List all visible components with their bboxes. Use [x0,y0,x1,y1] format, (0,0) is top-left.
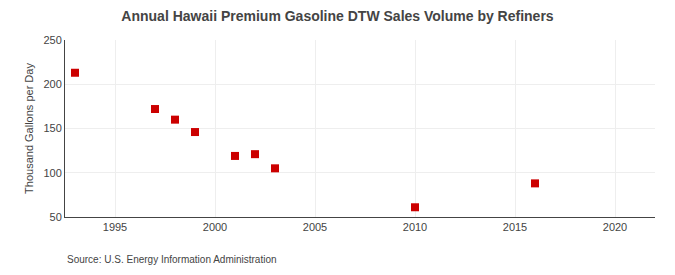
svg-text:2015: 2015 [503,221,527,233]
svg-text:1995: 1995 [103,221,127,233]
svg-text:2020: 2020 [603,221,627,233]
svg-text:2005: 2005 [303,221,327,233]
svg-text:2010: 2010 [403,221,427,233]
svg-text:Annual Hawaii Premium Gasoline: Annual Hawaii Premium Gasoline DTW Sales… [121,8,554,24]
svg-text:Source: U.S. Energy Informatio: Source: U.S. Energy Information Administ… [67,254,277,265]
svg-text:200: 200 [43,78,61,90]
svg-text:250: 250 [43,34,61,46]
svg-text:150: 150 [43,122,61,134]
svg-text:Thousand Gallons per Day: Thousand Gallons per Day [23,63,35,194]
svg-text:50: 50 [50,211,62,223]
svg-text:2000: 2000 [203,221,227,233]
svg-text:100: 100 [43,167,61,179]
